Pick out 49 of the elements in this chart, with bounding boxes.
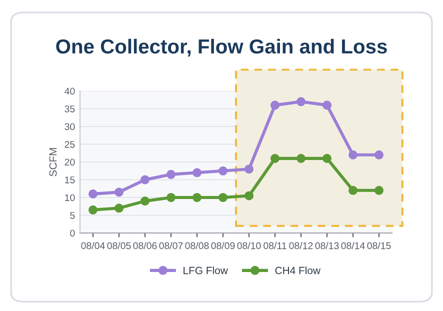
point bbox=[218, 166, 228, 176]
point bbox=[192, 168, 202, 178]
point bbox=[166, 170, 176, 179]
point bbox=[244, 191, 254, 200]
x-tick-label: 08/07 bbox=[159, 242, 183, 250]
point bbox=[348, 186, 358, 195]
point bbox=[140, 196, 150, 206]
y-tick-label: 20 bbox=[64, 158, 75, 166]
point bbox=[166, 192, 176, 202]
point bbox=[270, 100, 280, 110]
x-tick-label: 08/08 bbox=[185, 242, 209, 250]
point bbox=[244, 164, 254, 174]
x-tick-label: 08/12 bbox=[289, 242, 313, 250]
x-tick-label: 08/06 bbox=[133, 242, 157, 250]
x-tick-label: 08/09 bbox=[211, 242, 235, 250]
x-tick-label: 08/11 bbox=[264, 242, 286, 250]
point bbox=[218, 192, 228, 202]
point bbox=[374, 186, 384, 195]
x-tick-label: 08/05 bbox=[107, 242, 131, 250]
x-tick-label: 08/15 bbox=[367, 242, 391, 250]
legend-label: CH4 Flow bbox=[275, 266, 321, 274]
x-tick-label: 08/10 bbox=[237, 242, 261, 250]
y-tick-label: 5 bbox=[70, 212, 75, 219]
legend-label: LFG Flow bbox=[184, 266, 228, 274]
x-tick-label: 08/14 bbox=[341, 242, 365, 250]
chart-title: One Collector, Flow Gain and Loss bbox=[56, 38, 387, 57]
point bbox=[322, 100, 332, 110]
point bbox=[192, 192, 202, 202]
y-tick-label: 25 bbox=[64, 140, 75, 148]
y-tick-label: 15 bbox=[65, 176, 75, 184]
x-tick-label: 08/13 bbox=[315, 242, 339, 250]
point bbox=[140, 175, 150, 184]
point bbox=[322, 154, 332, 163]
y-tick-label: 0 bbox=[70, 230, 75, 237]
point bbox=[296, 154, 306, 163]
y-tick-label: 40 bbox=[64, 88, 75, 95]
point bbox=[296, 97, 306, 106]
point bbox=[88, 205, 98, 214]
point bbox=[88, 189, 98, 198]
y-tick-label: 30 bbox=[64, 123, 75, 130]
x-tick-label: 08/04 bbox=[81, 242, 105, 250]
y-tick-label: 35 bbox=[64, 105, 75, 112]
point bbox=[114, 188, 124, 197]
point bbox=[114, 204, 124, 213]
y-tick-label: 10 bbox=[65, 194, 75, 202]
point bbox=[270, 154, 280, 163]
y-axis-title: SCFM bbox=[49, 148, 57, 176]
point bbox=[348, 150, 358, 160]
point bbox=[374, 150, 384, 160]
